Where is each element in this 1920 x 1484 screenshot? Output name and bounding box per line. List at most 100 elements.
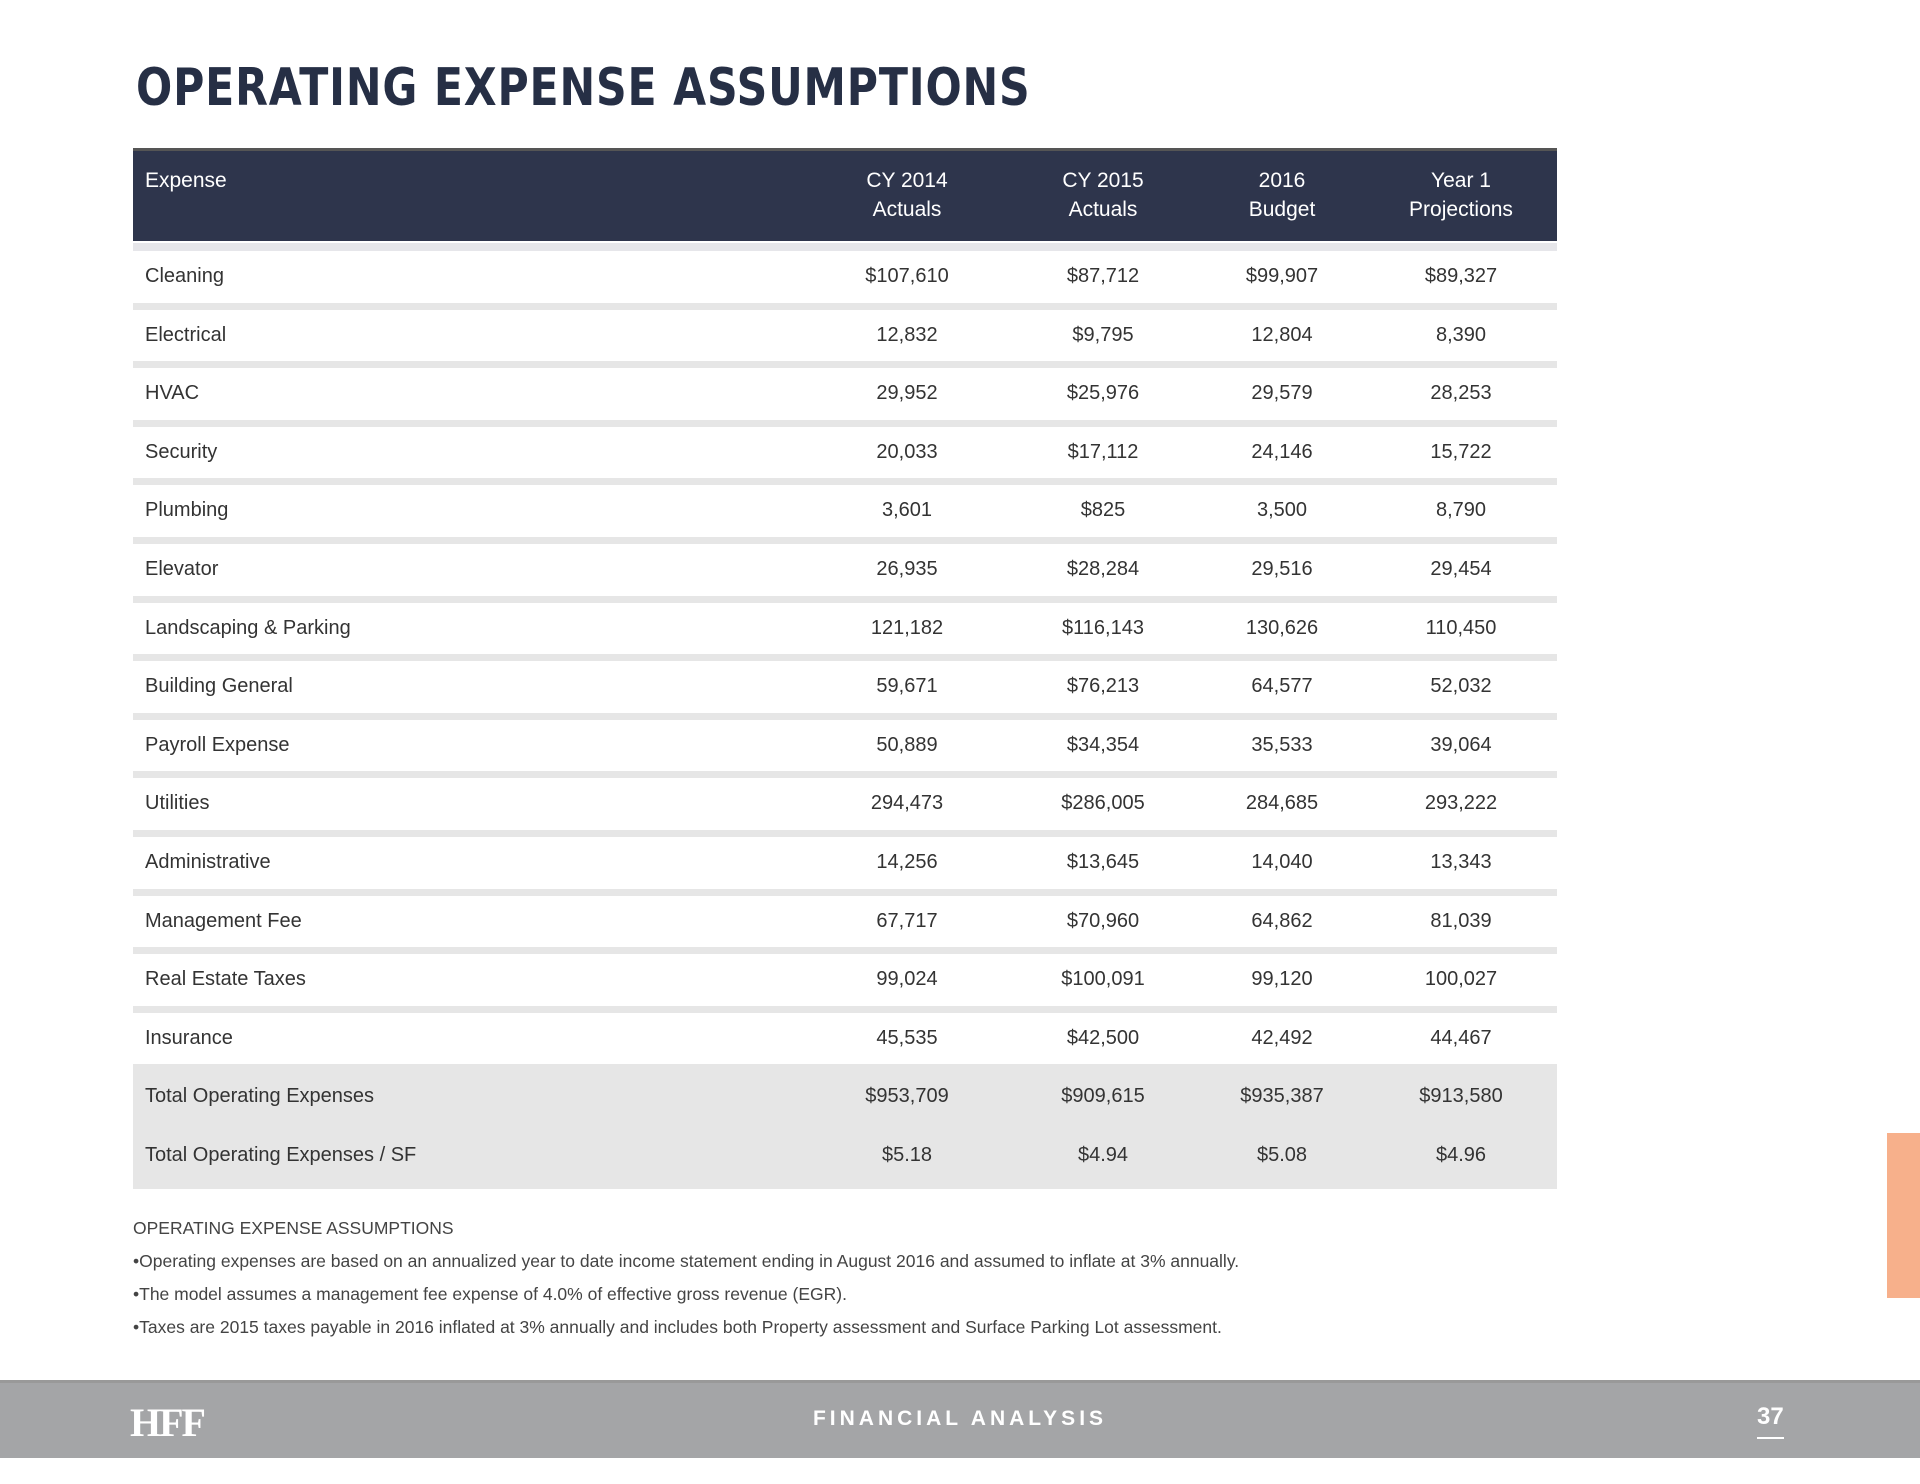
- notes-heading: OPERATING EXPENSE ASSUMPTIONS: [133, 1218, 454, 1238]
- cell-value: 284,685: [1245, 792, 1319, 815]
- header-2016-budget: 2016 Budget: [1248, 169, 1316, 221]
- expense-label: Landscaping & Parking: [145, 616, 351, 639]
- cell-value: 121,182: [870, 616, 944, 639]
- cell-value: $70,960: [1066, 909, 1140, 932]
- expense-label: Plumbing: [145, 499, 229, 522]
- cell-value: $42,500: [1066, 1026, 1140, 1049]
- total-row: Total Operating Expenses $953,709 $909,615…: [133, 1071, 1557, 1130]
- table-row: Elevator 26,935 $28,284 29,516 29,454: [133, 544, 1557, 603]
- cell-value: $100,091: [1061, 968, 1145, 991]
- cell-value: $4.94: [1077, 1143, 1129, 1166]
- table-row: Real Estate Taxes 99,024 $100,091 99,120 100…: [133, 954, 1557, 1013]
- table-row: Insurance 45,535 $42,500 42,492 44,467: [133, 1013, 1557, 1072]
- table-row: Electrical 12,832 $9,795 12,804 8,390: [133, 310, 1557, 369]
- section-title: FINANCIAL ANALYSIS: [812, 1407, 1108, 1430]
- cell-value: $76,213: [1066, 675, 1140, 698]
- table-row: Plumbing 3,601 $825 3,500 8,790: [133, 485, 1557, 544]
- header-cy2014: CY 2014 Actuals: [866, 169, 948, 221]
- cell-value: 3,500: [1256, 499, 1308, 522]
- cell-value: 12,832: [876, 323, 938, 346]
- cell-value: 26,935: [876, 557, 938, 580]
- cell-value: 14,040: [1251, 850, 1313, 873]
- cell-value: $87,712: [1066, 265, 1140, 287]
- expense-label: Elevator: [145, 557, 219, 580]
- cell-value: 8,790: [1435, 499, 1487, 522]
- table-row: Management Fee 67,717 $70,960 64,862 81,039: [133, 896, 1557, 955]
- table-header: Expense CY 2014 Actuals CY 2015 Actuals 20…: [133, 148, 1557, 241]
- cell-value: $953,709: [865, 1085, 949, 1108]
- cell-value: 3,601: [881, 499, 933, 522]
- cell-value: 29,952: [876, 382, 938, 405]
- cell-value: 99,024: [876, 968, 938, 991]
- expense-label: Real Estate Taxes: [145, 968, 306, 991]
- expense-label: Payroll Expense: [145, 733, 290, 756]
- cell-value: 52,032: [1430, 675, 1492, 698]
- hff-logo: HFF: [130, 1400, 206, 1445]
- cell-value: 81,039: [1430, 909, 1492, 932]
- cell-value: 8,390: [1435, 323, 1487, 346]
- cell-value: 293,222: [1424, 792, 1498, 815]
- cell-value: $99,907: [1245, 265, 1319, 287]
- page-title: OPERATING EXPENSE ASSUMPTIONS: [136, 58, 1031, 118]
- expense-label: Insurance: [145, 1026, 233, 1049]
- note-bullet: •Operating expenses are based on an annu…: [133, 1251, 1240, 1271]
- cell-value: 20,033: [876, 440, 938, 463]
- cell-value: 29,579: [1251, 382, 1313, 405]
- cell-value: $5.08: [1256, 1143, 1308, 1166]
- cell-value: $116,143: [1062, 616, 1144, 639]
- expense-label: Total Operating Expenses / SF: [145, 1143, 417, 1166]
- cell-value: 14,256: [876, 850, 938, 873]
- header-expense: Expense: [145, 169, 227, 192]
- cell-value: 44,467: [1430, 1026, 1492, 1049]
- page-number: 37: [1757, 1403, 1784, 1439]
- cell-value: 24,146: [1251, 440, 1313, 463]
- cell-value: 67,717: [876, 909, 938, 932]
- expense-label: Electrical: [145, 323, 227, 346]
- cell-value: $4.96: [1435, 1143, 1487, 1166]
- expense-label: Security: [145, 440, 218, 463]
- cell-value: 45,535: [876, 1026, 938, 1049]
- cell-value: 29,454: [1430, 557, 1492, 580]
- cell-value: $913,580: [1419, 1085, 1503, 1108]
- cell-value: $25,976: [1066, 382, 1140, 405]
- cell-value: 28,253: [1430, 382, 1492, 405]
- cell-value: $28,284: [1066, 557, 1140, 580]
- table-row: Utilities 294,473 $286,005 284,685 293,222: [133, 778, 1557, 837]
- cell-value: $909,615: [1061, 1085, 1145, 1108]
- footer: HFF FINANCIAL ANALYSIS 37: [0, 1380, 1920, 1458]
- cell-value: 13,343: [1430, 850, 1492, 873]
- cell-value: $935,387: [1240, 1085, 1324, 1108]
- header-cy2015: CY 2015 Actuals: [1062, 169, 1144, 221]
- divider: [133, 243, 1557, 251]
- cell-value: 130,626: [1245, 616, 1319, 639]
- total-row: Total Operating Expenses / SF $5.18 $4.94 $…: [133, 1129, 1557, 1189]
- expense-label: Administrative: [145, 850, 271, 873]
- cell-value: $9,795: [1072, 323, 1134, 346]
- cell-value: 59,671: [876, 675, 938, 698]
- section-tab: [1887, 1133, 1920, 1298]
- cell-value: 110,450: [1425, 616, 1497, 639]
- cell-value: $17,112: [1067, 440, 1139, 463]
- table-row: Administrative 14,256 $13,645 14,040 13,343: [133, 837, 1557, 896]
- cell-value: $5.18: [881, 1143, 933, 1166]
- cell-value: 294,473: [870, 792, 944, 815]
- cell-value: $89,327: [1424, 265, 1498, 287]
- expense-label: Management Fee: [145, 909, 302, 932]
- table-row: Security 20,033 $17,112 24,146 15,722: [133, 427, 1557, 486]
- header-year1: Year 1 Projections: [1409, 169, 1513, 221]
- table-row: Building General 59,671 $76,213 64,577 52,03…: [133, 661, 1557, 720]
- cell-value: 99,120: [1251, 968, 1313, 991]
- notes: OPERATING EXPENSE ASSUMPTIONS •Operating…: [133, 1218, 1239, 1350]
- expense-table: Expense CY 2014 Actuals CY 2015 Actuals 20…: [133, 148, 1557, 1189]
- cell-value: $286,005: [1061, 792, 1145, 815]
- cell-value: 29,516: [1251, 557, 1313, 580]
- cell-value: 12,804: [1251, 323, 1313, 346]
- cell-value: 100,027: [1424, 968, 1498, 991]
- cell-value: $107,610: [865, 265, 949, 287]
- expense-label: Cleaning: [145, 265, 224, 287]
- table-row: Landscaping & Parking 121,182 $116,143 130,…: [133, 603, 1557, 662]
- expense-label: HVAC: [145, 382, 200, 405]
- expense-label: Total Operating Expenses: [145, 1085, 375, 1108]
- cell-value: 50,889: [876, 733, 938, 756]
- cell-value: 64,862: [1251, 909, 1313, 932]
